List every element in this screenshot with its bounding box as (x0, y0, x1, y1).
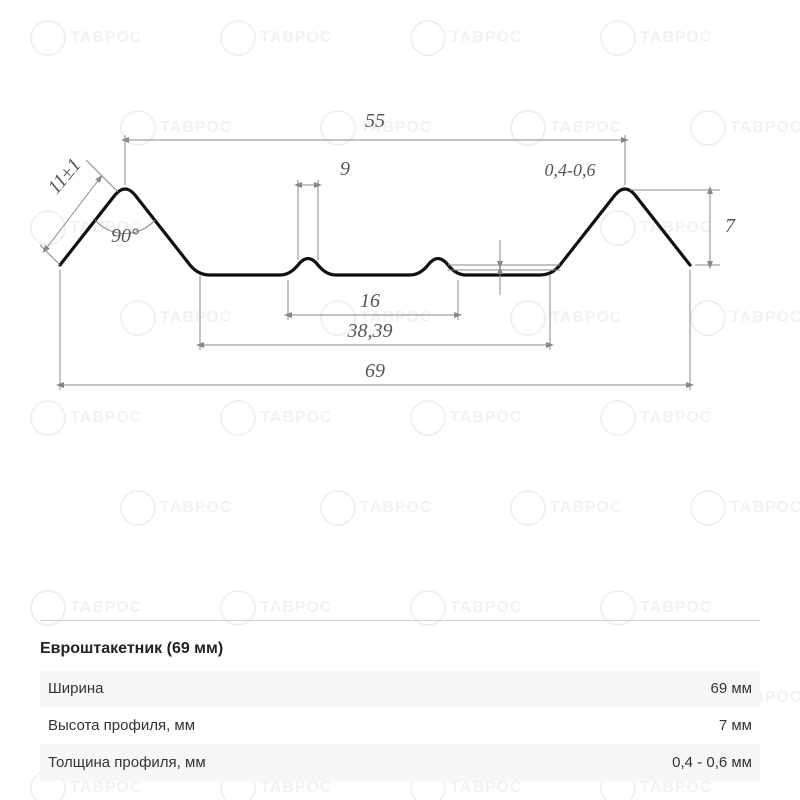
watermark: ТАВРОС (220, 20, 332, 56)
watermark: ТАВРОС (30, 20, 142, 56)
watermark: ТАВРОС (120, 490, 232, 526)
dim-right-height: 7 (720, 215, 740, 238)
watermark: ТАВРОС (410, 20, 522, 56)
dim-thickness: 0,4-0,6 (530, 160, 610, 181)
watermark: ТАВРОС (690, 490, 800, 526)
watermark: ТАВРОС (510, 490, 622, 526)
dim-full-width: 69 (355, 360, 395, 383)
watermark: ТАВРОС (600, 20, 712, 56)
watermark: ТАВРОС (320, 490, 432, 526)
spec-value: 0,4 - 0,6 мм (672, 754, 752, 771)
spec-title: Евроштакетник (69 мм) (40, 640, 760, 658)
spec-row: Высота профиля, мм 7 мм (40, 707, 760, 744)
dim-inner-span: 38,39 (340, 320, 400, 343)
spec-value: 7 мм (719, 717, 752, 734)
dim-top-span: 55 (355, 110, 395, 133)
spec-value: 69 мм (711, 680, 752, 697)
profile-path (60, 189, 690, 275)
spec-label: Высота профиля, мм (48, 717, 195, 734)
profile-svg (40, 120, 760, 420)
technical-drawing: 55 11±1 90° 9 0,4-0,6 7 16 38,39 69 (40, 120, 760, 420)
spec-row: Толщина профиля, мм 0,4 - 0,6 мм (40, 744, 760, 781)
dim-bump-span: 16 (350, 290, 390, 313)
divider (40, 620, 760, 621)
dim-bump-top: 9 (330, 158, 360, 181)
dim-angle: 90° (105, 225, 145, 248)
spec-row: Ширина 69 мм (40, 670, 760, 707)
spec-label: Ширина (48, 680, 103, 697)
spec-label: Толщина профиля, мм (48, 754, 206, 771)
spec-table: Евроштакетник (69 мм) Ширина 69 мм Высот… (40, 640, 760, 781)
